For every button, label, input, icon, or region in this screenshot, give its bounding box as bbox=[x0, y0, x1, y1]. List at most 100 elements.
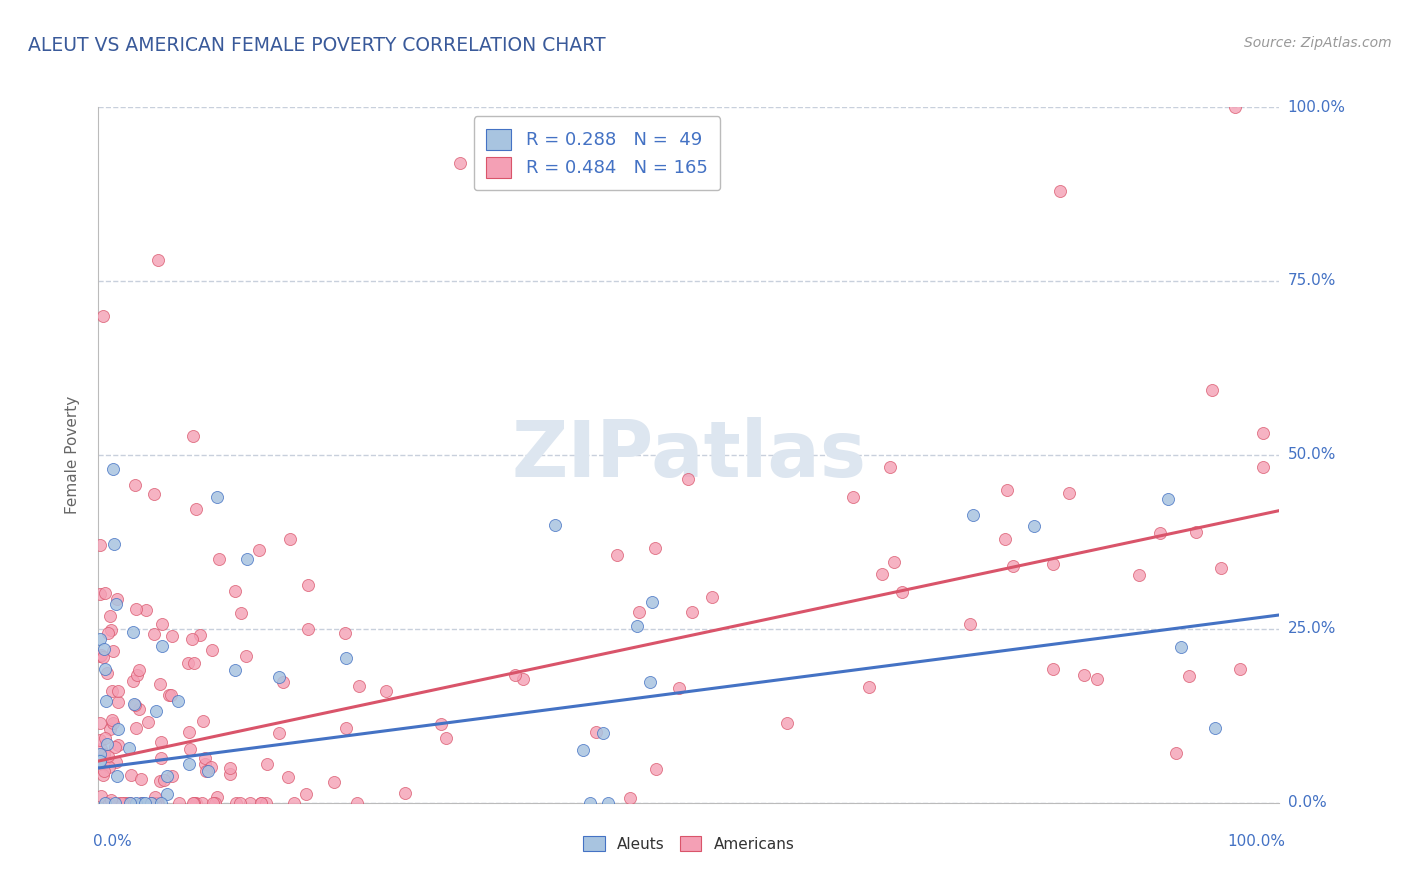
Text: 100.0%: 100.0% bbox=[1227, 834, 1285, 849]
Point bbox=[181, 796, 204, 810]
Point bbox=[103, 643, 125, 657]
Point bbox=[449, 155, 471, 169]
Point bbox=[668, 681, 690, 695]
Point bbox=[239, 796, 262, 810]
Point bbox=[644, 762, 666, 776]
Point bbox=[183, 657, 205, 671]
Point bbox=[297, 623, 319, 637]
Point bbox=[205, 790, 228, 805]
Point bbox=[678, 472, 700, 486]
Point bbox=[219, 767, 242, 781]
Point bbox=[167, 693, 190, 707]
Point bbox=[100, 713, 122, 727]
Point bbox=[254, 796, 277, 810]
Point bbox=[606, 549, 628, 563]
Point bbox=[184, 502, 207, 516]
Point bbox=[197, 764, 219, 779]
Point bbox=[346, 796, 368, 810]
Point bbox=[638, 675, 661, 690]
Point bbox=[204, 796, 226, 810]
Point bbox=[134, 796, 156, 810]
Point bbox=[94, 662, 117, 676]
Point bbox=[94, 731, 117, 745]
Point bbox=[96, 665, 118, 680]
Text: 0.0%: 0.0% bbox=[93, 834, 131, 849]
Point bbox=[150, 734, 173, 748]
Point bbox=[1185, 524, 1208, 539]
Point bbox=[89, 732, 111, 747]
Text: 100.0%: 100.0% bbox=[1288, 100, 1346, 114]
Point bbox=[93, 764, 115, 778]
Point bbox=[283, 796, 305, 810]
Text: 25.0%: 25.0% bbox=[1288, 622, 1336, 636]
Point bbox=[224, 584, 246, 599]
Point bbox=[503, 668, 526, 682]
Y-axis label: Female Poverty: Female Poverty bbox=[65, 396, 80, 514]
Point bbox=[1251, 460, 1274, 475]
Point bbox=[93, 642, 115, 657]
Point bbox=[115, 796, 138, 810]
Point bbox=[626, 619, 648, 633]
Point bbox=[128, 702, 150, 716]
Point bbox=[1251, 426, 1274, 441]
Point bbox=[1223, 100, 1246, 114]
Point bbox=[118, 796, 141, 810]
Point bbox=[149, 677, 172, 691]
Point bbox=[333, 625, 356, 640]
Point bbox=[146, 796, 169, 810]
Point bbox=[250, 796, 273, 810]
Point bbox=[891, 585, 914, 599]
Point bbox=[100, 793, 122, 807]
Point bbox=[101, 462, 124, 476]
Point bbox=[124, 698, 146, 713]
Point bbox=[1024, 518, 1046, 533]
Point bbox=[271, 674, 294, 689]
Point bbox=[1156, 491, 1178, 506]
Point bbox=[256, 757, 278, 772]
Point bbox=[96, 737, 118, 751]
Point bbox=[572, 742, 595, 756]
Point bbox=[619, 791, 641, 805]
Point bbox=[135, 603, 157, 617]
Point bbox=[1170, 640, 1192, 655]
Point bbox=[124, 697, 146, 711]
Point bbox=[143, 796, 166, 810]
Point bbox=[125, 721, 148, 735]
Point bbox=[100, 623, 122, 637]
Point bbox=[776, 716, 799, 731]
Point bbox=[98, 609, 121, 624]
Point bbox=[280, 532, 302, 546]
Point bbox=[112, 796, 135, 810]
Point bbox=[89, 753, 111, 767]
Point bbox=[183, 796, 205, 810]
Point bbox=[125, 668, 148, 682]
Point bbox=[103, 796, 125, 810]
Point bbox=[267, 726, 290, 740]
Point bbox=[236, 552, 259, 566]
Point bbox=[201, 642, 224, 657]
Text: 0.0%: 0.0% bbox=[1288, 796, 1326, 810]
Point bbox=[160, 688, 183, 702]
Point bbox=[1149, 525, 1171, 540]
Point bbox=[150, 640, 173, 654]
Point bbox=[598, 796, 620, 810]
Point bbox=[177, 724, 200, 739]
Point bbox=[191, 796, 214, 810]
Point bbox=[1204, 721, 1226, 735]
Point bbox=[205, 490, 228, 504]
Point bbox=[193, 714, 215, 728]
Point bbox=[1042, 557, 1064, 571]
Point bbox=[842, 491, 865, 505]
Point bbox=[1073, 668, 1095, 682]
Point bbox=[131, 796, 153, 810]
Point bbox=[167, 796, 190, 810]
Point bbox=[139, 796, 162, 810]
Point bbox=[105, 592, 128, 607]
Point bbox=[143, 790, 166, 805]
Point bbox=[94, 796, 117, 810]
Text: ZIPatlas: ZIPatlas bbox=[512, 417, 866, 493]
Point bbox=[153, 772, 176, 787]
Point bbox=[335, 651, 357, 665]
Point bbox=[200, 760, 222, 774]
Point bbox=[1128, 568, 1150, 582]
